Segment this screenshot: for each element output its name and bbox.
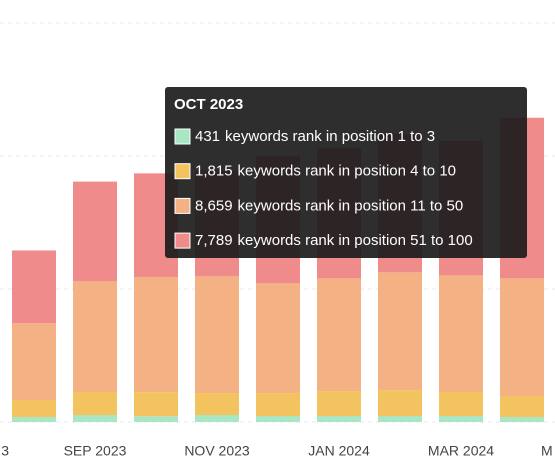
bar-segment: [500, 278, 544, 397]
bar-segment: [256, 416, 300, 422]
bar-segment: [134, 392, 178, 417]
bar-segment: [12, 250, 56, 324]
bar-segment: [378, 416, 422, 422]
x-tick-label: SEP 2023: [64, 443, 127, 459]
bar-segment: [134, 416, 178, 422]
bar-segment: [439, 416, 483, 422]
tooltip-label: keywords rank in position 11 to 50: [238, 197, 464, 214]
bar-segment: [12, 323, 56, 401]
tooltip-value: 8,659: [195, 197, 233, 214]
bar-segment: [12, 417, 56, 422]
tooltip-value: 7,789: [195, 232, 233, 249]
bar-segment: [195, 393, 239, 416]
x-tick-label: JAN 2024: [308, 443, 370, 459]
tooltip-label: keywords rank in position 4 to 10: [238, 163, 456, 180]
tooltip-line: 7,789 keywords rank in position 51 to 100: [195, 232, 473, 249]
bar-segment: [73, 281, 117, 393]
tooltip-value: 431: [195, 128, 220, 145]
bar-segment: [256, 283, 300, 394]
tooltip-label: keywords rank in position 1 to 3: [225, 128, 435, 145]
bar-segment: [378, 390, 422, 417]
tooltip-title: OCT 2023: [174, 96, 243, 113]
bar-segment: [195, 276, 239, 394]
bar-segment: [317, 278, 361, 392]
bar-segment: [439, 392, 483, 417]
bar-segment: [500, 417, 544, 422]
tooltip-swatch: [174, 128, 191, 145]
bar-segment: [134, 276, 178, 393]
bar-segment: [439, 275, 483, 393]
tooltip-swatch: [174, 197, 191, 214]
bar-segment: [500, 396, 544, 418]
bar-segment: [73, 392, 117, 416]
tooltip-value: 1,815: [195, 163, 233, 180]
tooltip-swatch: [174, 163, 191, 180]
bar-segment: [256, 393, 300, 417]
bar-segment: [378, 272, 422, 391]
tooltip: OCT 2023 431 keywords rank in position 1 t…: [165, 87, 527, 258]
x-tick-label: NOV 2023: [184, 443, 250, 459]
tooltip-label: keywords rank in position 51 to 100: [238, 232, 473, 249]
bar-segment: [317, 391, 361, 417]
tooltip-box: [165, 87, 527, 258]
bar-segment: [73, 181, 117, 282]
bar-segment: [12, 400, 56, 418]
x-tick-label: 3: [1, 443, 9, 459]
tooltip-swatch: [174, 232, 191, 249]
bar-segment: [317, 416, 361, 422]
tooltip-line: 1,815 keywords rank in position 4 to 10: [195, 163, 456, 180]
tooltip-line: 431 keywords rank in position 1 to 3: [195, 128, 435, 145]
tooltip-line: 8,659 keywords rank in position 11 to 50: [195, 197, 463, 214]
bar-segment: [73, 415, 117, 422]
x-tick-label: MAR 2024: [428, 443, 494, 459]
bar-segment: [195, 415, 239, 422]
x-tick-label: M: [541, 443, 553, 459]
